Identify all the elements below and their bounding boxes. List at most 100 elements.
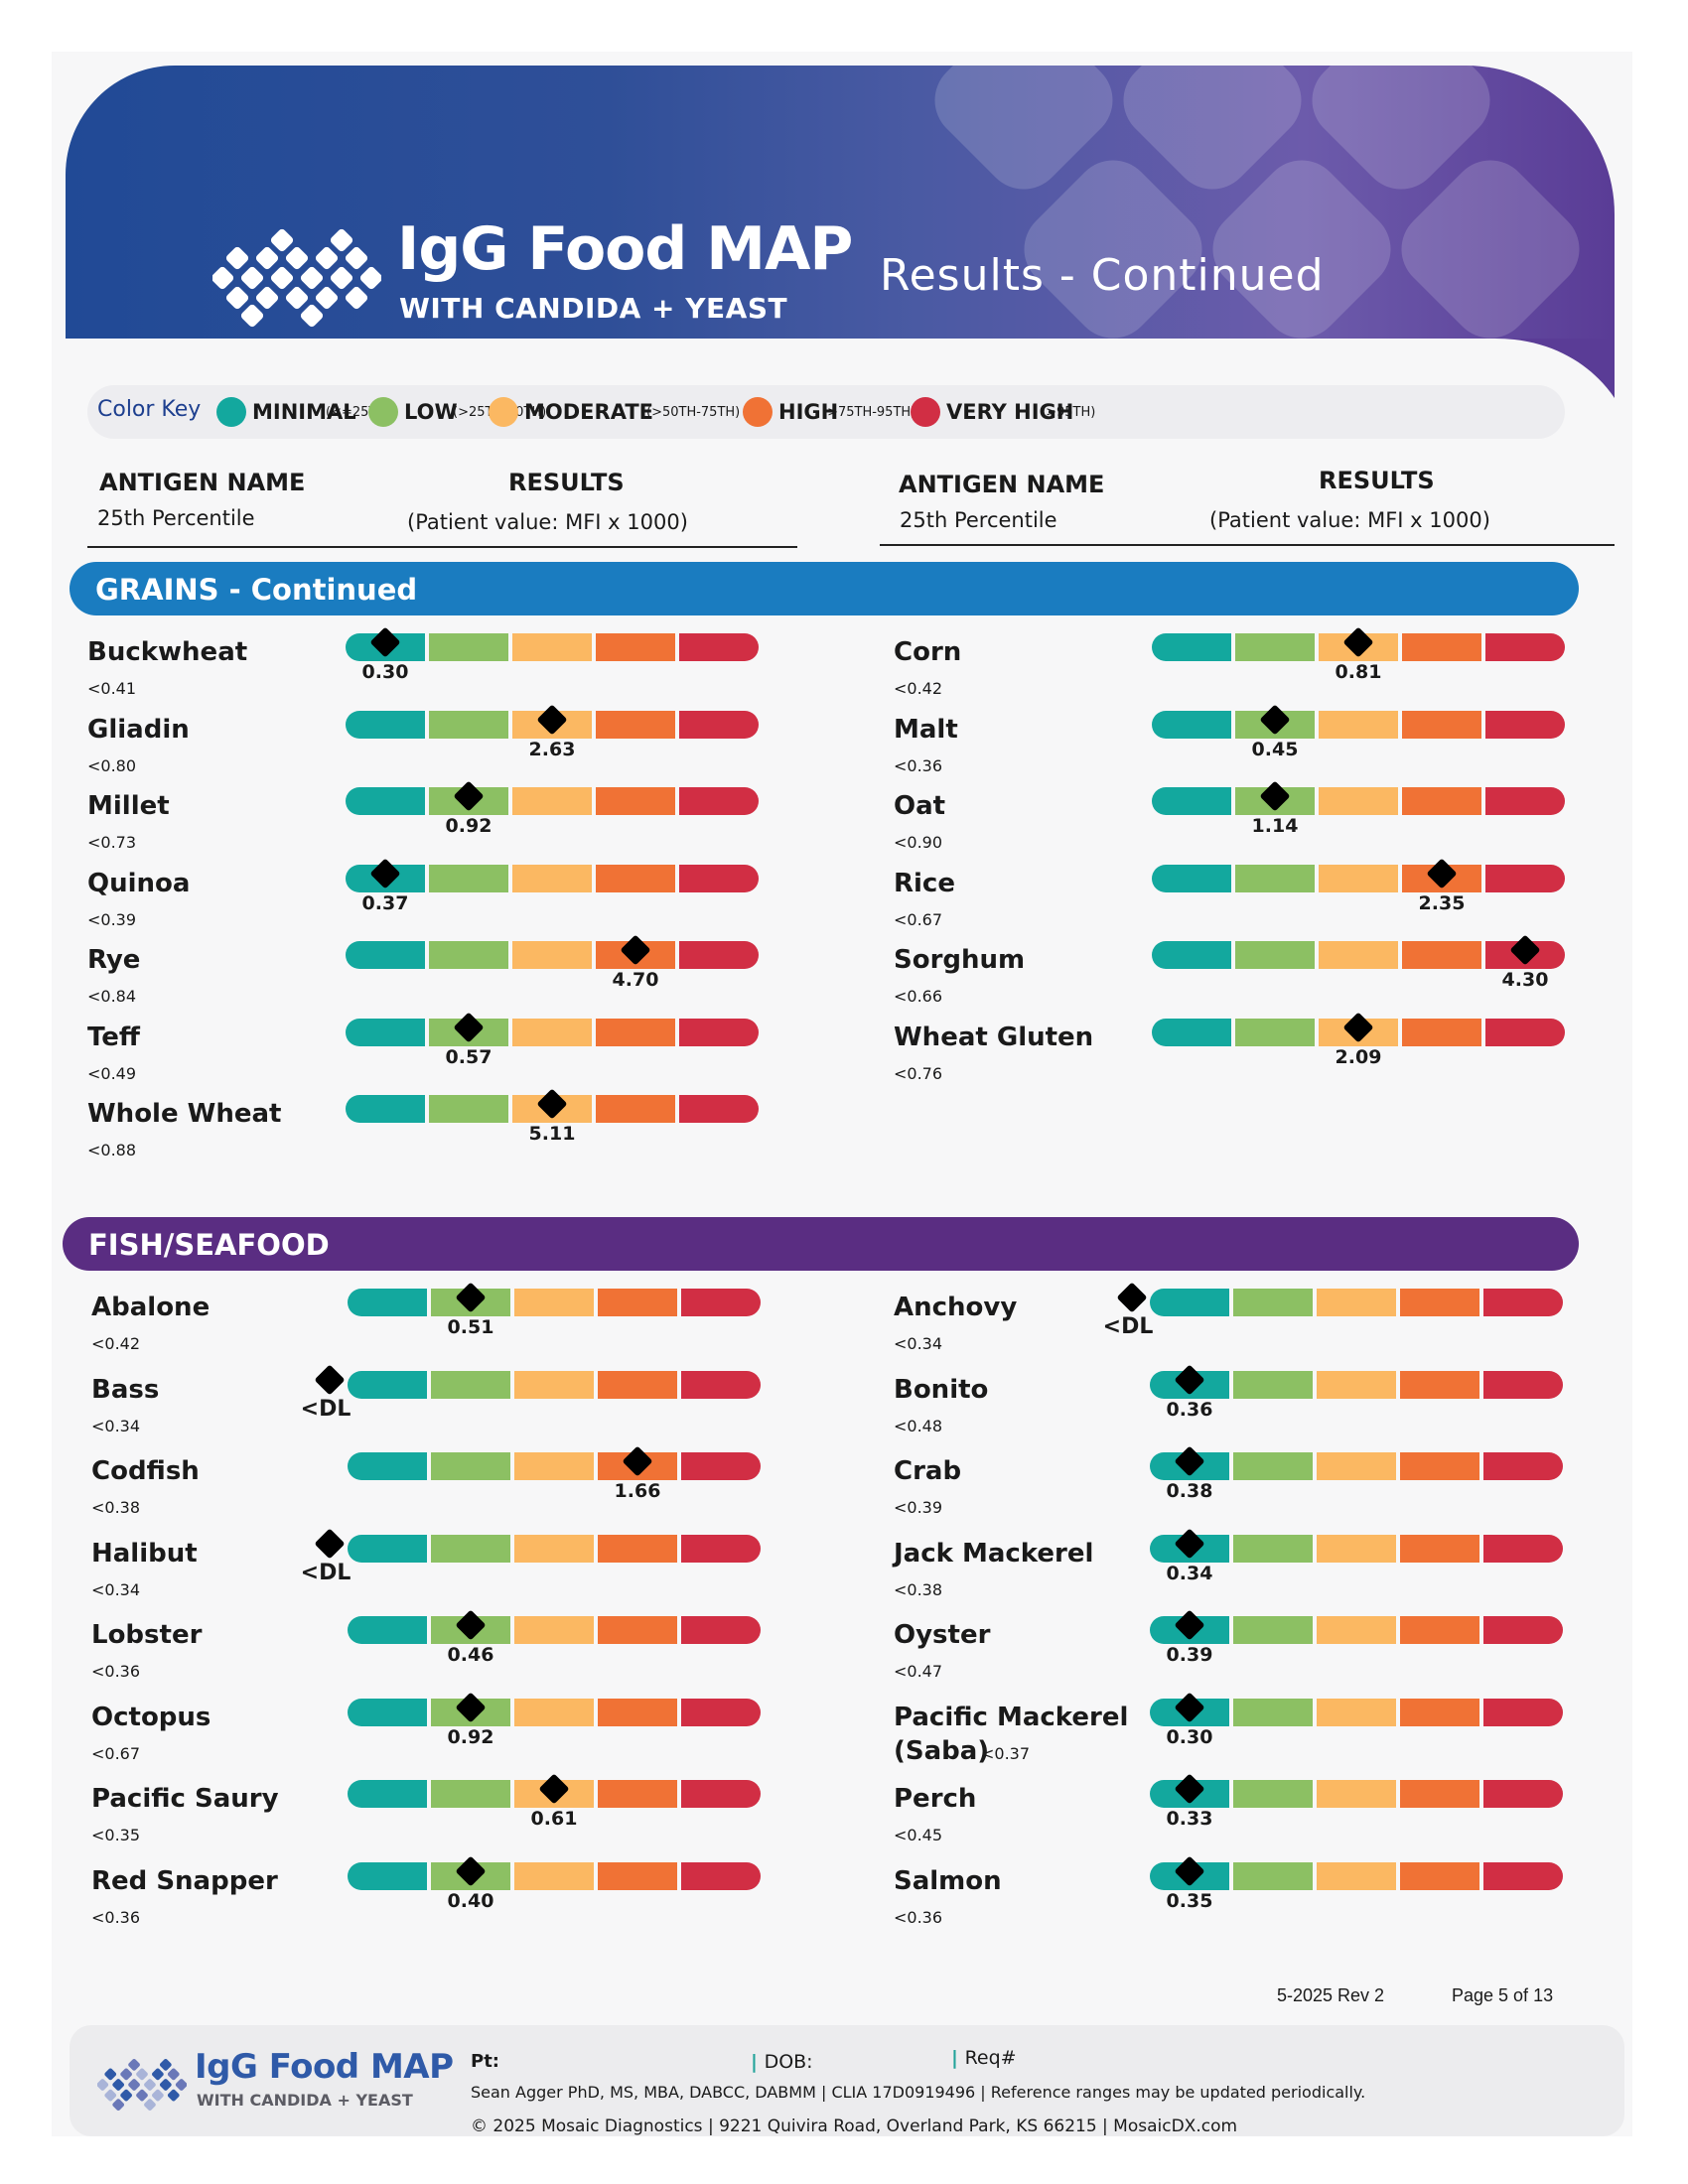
result-bar: 1.66 <box>348 1445 761 1502</box>
footer-logo-subtitle: WITH CANDIDA + YEAST <box>197 2091 413 2110</box>
result-bar-segment <box>1152 864 1231 892</box>
logo-diamond <box>300 304 324 328</box>
color-key-dot <box>911 397 940 427</box>
result-bar-segment <box>348 1698 427 1726</box>
antigen-name: Teff <box>87 1022 140 1052</box>
antigen-name: Corn <box>894 637 962 667</box>
antigen-name: Oyster <box>894 1620 991 1650</box>
logo-diamond <box>136 2089 148 2102</box>
result-bar-segment <box>1233 1289 1313 1316</box>
result-bar: 0.92 <box>346 780 759 837</box>
antigen-reference: <0.42 <box>91 1334 141 1353</box>
result-bar: 0.34 <box>1150 1527 1563 1584</box>
result-bar-segment <box>681 1534 761 1563</box>
result-bar: <DL <box>301 1527 761 1585</box>
result-bar-segment <box>1483 1861 1563 1890</box>
color-key-item-very-high: VERY HIGH <box>911 397 1073 427</box>
result-bar-segment <box>1152 941 1231 969</box>
antigen-reference: <0.34 <box>91 1579 141 1599</box>
company-address-line: © 2025 Mosaic Diagnostics | 9221 Quivira… <box>471 2116 1238 2136</box>
antigen-reference: <0.80 <box>87 755 137 775</box>
result-bar-segment <box>431 1370 510 1399</box>
color-key-dot <box>489 397 518 427</box>
result-bar-segment <box>431 1780 510 1808</box>
result-bar-segment <box>681 1861 761 1890</box>
antigen-name-header-left: ANTIGEN NAME <box>99 469 306 496</box>
result-bar-segment <box>348 1780 427 1808</box>
header-rule-right <box>880 544 1615 546</box>
antigen-reference: <0.36 <box>894 1907 943 1927</box>
antigen-name: Rice <box>894 868 955 898</box>
result-bar-segment <box>1317 1616 1396 1644</box>
antigen-name: Octopus <box>91 1702 211 1732</box>
logo-diamond <box>128 2059 140 2071</box>
result-bar-segment <box>681 1289 761 1316</box>
result-bar-segment <box>596 864 675 892</box>
result-bar-segment <box>1483 1698 1563 1726</box>
logo-diamond <box>104 2089 117 2102</box>
result-bar-segment <box>1485 710 1565 739</box>
result-bar-segment <box>1400 1698 1479 1726</box>
result-bar-segment <box>514 1452 594 1480</box>
results-header-left: RESULTS <box>508 469 625 496</box>
result-value: 0.30 <box>361 661 409 683</box>
logo-diamond <box>240 304 264 328</box>
logo-diamond <box>159 2079 172 2091</box>
result-value: 0.36 <box>1166 1398 1213 1421</box>
logo-diamond <box>359 266 381 290</box>
result-bar: 2.35 <box>1152 857 1565 914</box>
section-bar: FISH/SEAFOOD <box>63 1217 1579 1271</box>
antigen-reference: <0.47 <box>894 1662 943 1681</box>
logo-diamond <box>225 246 249 270</box>
logo-diamond <box>315 286 339 310</box>
color-key-item-low: LOW <box>368 397 458 427</box>
result-bar-segment <box>598 1289 677 1316</box>
result-value: 0.40 <box>447 1889 494 1912</box>
result-bar-segment <box>1235 864 1315 892</box>
color-key-item-high: HIGH <box>743 397 838 427</box>
result-bar-segment <box>596 710 675 739</box>
antigen-name: Pacific Saury <box>91 1784 279 1814</box>
result-bar-segment <box>681 1370 761 1399</box>
antigen-name: Bonito <box>894 1374 989 1405</box>
result-bar-segment <box>1235 1018 1315 1046</box>
result-bar: 4.70 <box>346 934 759 991</box>
result-bar-segment <box>1400 1370 1479 1399</box>
result-value: 2.35 <box>1418 891 1466 914</box>
logo-diamond <box>255 286 279 310</box>
result-bar-segment <box>1400 1861 1479 1890</box>
antigen-name: Abalone <box>91 1293 211 1322</box>
section-title: GRAINS - Continued <box>95 573 418 607</box>
color-key-item-moderate: MODERATE <box>489 397 653 427</box>
result-bar-segment <box>681 1616 761 1644</box>
result-bar-segment <box>679 710 759 739</box>
result-value: 5.11 <box>528 1123 576 1145</box>
header-curve <box>1495 339 1615 398</box>
percentile-subheader-right: 25th Percentile <box>900 508 1057 532</box>
color-key-name: LOW <box>404 400 458 424</box>
color-key-name: VERY HIGH <box>946 400 1074 424</box>
antigen-name: Salmon <box>894 1865 1002 1896</box>
result-bar-segment <box>1235 633 1315 661</box>
results-subheader-left: (Patient value: MFI x 1000) <box>407 510 688 534</box>
result-bar: 0.92 <box>348 1691 761 1748</box>
result-value: <DL <box>300 1396 352 1422</box>
result-bar-segment <box>1317 1780 1396 1808</box>
antigen-name: Halibut <box>91 1538 198 1569</box>
logo-diamond <box>255 246 279 270</box>
antigen-reference: <0.39 <box>894 1498 943 1517</box>
result-bar-segment <box>514 1861 594 1890</box>
result-bar-segment <box>598 1698 677 1726</box>
result-bar-segment <box>1485 633 1565 661</box>
result-bar-segment <box>1233 1616 1313 1644</box>
result-bar: 0.30 <box>346 626 759 683</box>
result-bar-segment <box>1233 1698 1313 1726</box>
result-value: 0.46 <box>447 1644 494 1666</box>
logo-diamond <box>270 228 294 252</box>
result-bar-segment <box>598 1370 677 1399</box>
results-header-right: RESULTS <box>1319 467 1435 494</box>
antigen-name: Codfish <box>91 1456 200 1486</box>
color-key: Color Key MINIMAL(<=25TH)LOW(>25TH-50TH)… <box>87 385 1565 439</box>
result-bar-segment <box>512 864 592 892</box>
antigen-reference: <0.39 <box>87 909 137 929</box>
